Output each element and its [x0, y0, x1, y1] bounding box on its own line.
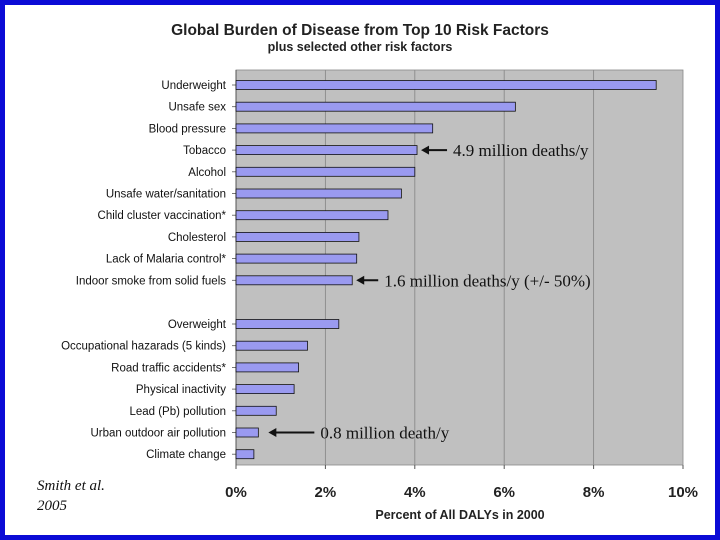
bar: [235, 231, 360, 242]
category-label: Physical inactivity: [136, 384, 226, 396]
x-axis-label: Percent of All DALYs in 2000: [375, 508, 544, 522]
annotation-arrow-head: [421, 145, 430, 155]
category-label: Lack of Malaria control*: [106, 254, 227, 266]
category-label: Indoor smoke from solid fuels: [76, 275, 226, 287]
bar: [235, 449, 255, 460]
category-label: Child cluster vaccination*: [98, 210, 227, 222]
x-tick-label: 2%: [315, 484, 337, 501]
category-label: Overweight: [168, 319, 227, 331]
chart-title: Global Burden of Disease from Top 10 Ris…: [171, 22, 549, 39]
annotation-text: 4.9 million deaths/y: [453, 141, 589, 160]
bar: [235, 427, 259, 438]
category-label: Unsafe sex: [168, 102, 226, 114]
x-tick-label: 6%: [493, 484, 515, 501]
bar: [235, 210, 389, 221]
category-labels: Underweight Unsafe sex Blood pressure Tobac…: [61, 80, 227, 461]
citation-line1: Smith et al.: [37, 478, 105, 494]
bar: [235, 253, 358, 264]
x-tick-label: 10%: [668, 484, 698, 501]
plot-area: [235, 69, 684, 466]
category-label: Road traffic accidents*: [111, 362, 226, 374]
category-label: Occupational hazarads (5 kinds): [61, 341, 226, 353]
annotations: 4.9 million deaths/y 1.6 million deaths/y…: [268, 141, 591, 443]
x-tick-label: 0%: [225, 484, 247, 501]
category-label: Cholesterol: [168, 232, 226, 244]
bar: [235, 362, 299, 373]
category-label: Alcohol: [188, 167, 226, 179]
slide-frame: Global Burden of Disease from Top 10 Ris…: [5, 5, 715, 535]
category-label: Urban outdoor air pollution: [90, 428, 226, 440]
bar: [235, 188, 402, 199]
annotation-text: 1.6 million deaths/y (+/- 50%): [384, 271, 590, 290]
bar: [235, 384, 295, 395]
bars-layer: [235, 80, 657, 460]
bar: [235, 101, 516, 112]
annotation-text: 0.8 million death/y: [320, 424, 449, 443]
bar: [235, 319, 340, 329]
category-label: Unsafe water/sanitation: [106, 189, 226, 201]
bar: [235, 145, 418, 156]
bar: [235, 166, 416, 177]
x-tick-label: 8%: [583, 484, 605, 501]
chart-subtitle: plus selected other risk factors: [268, 40, 453, 54]
citation-line2: 2005: [37, 498, 68, 514]
category-label: Climate change: [146, 449, 226, 461]
annotation-arrow-head: [268, 428, 277, 437]
bar: [235, 340, 308, 351]
category-label: Lead (Pb) pollution: [129, 406, 226, 418]
category-label: Blood pressure: [149, 123, 226, 135]
bar: [235, 405, 277, 416]
x-tick-label: 4%: [404, 484, 426, 501]
annotation-arrow-head: [356, 275, 365, 285]
x-tick-labels: 0% 2% 4% 6% 8% 10%: [225, 484, 698, 501]
category-label: Underweight: [161, 80, 226, 92]
category-label: Tobacco: [183, 145, 226, 157]
bar-chart: Global Burden of Disease from Top 10 Ris…: [37, 22, 698, 522]
bar: [235, 275, 353, 286]
bar: [235, 123, 434, 134]
gridlines: [232, 70, 684, 469]
bar: [235, 80, 657, 90]
